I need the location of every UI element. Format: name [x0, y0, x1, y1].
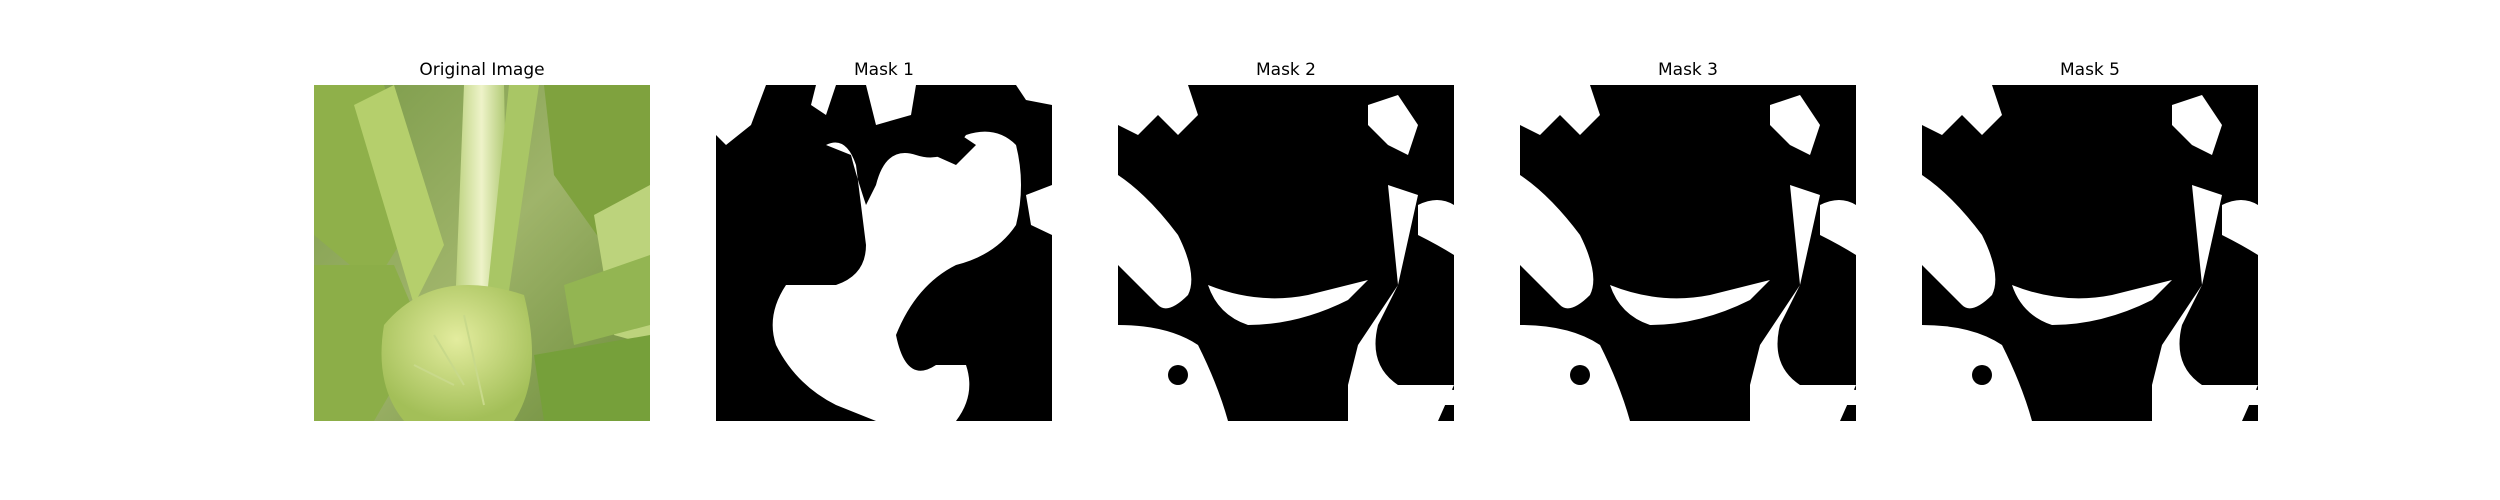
mask-5-image: [1922, 85, 2258, 421]
mask-3-panel: Mask 3: [1520, 0, 1856, 500]
mask-5-panel: Mask 5: [1922, 0, 2258, 500]
mask-2-shape: [1118, 85, 1454, 421]
original-image: [314, 85, 650, 421]
mask-2-panel: Mask 2: [1118, 0, 1454, 500]
panel-title: Mask 3: [1657, 60, 1718, 80]
plant-photo: [314, 85, 650, 421]
original-image-panel: Original Image: [314, 0, 650, 500]
mask-1-image: [716, 85, 1052, 421]
panel-title: Mask 2: [1255, 60, 1316, 80]
panel-title: Mask 1: [853, 60, 914, 80]
mask-3-shape: [1520, 85, 1856, 421]
panel-title: Original Image: [419, 60, 545, 80]
mask-5-shape: [1922, 85, 2258, 421]
mask-3-image: [1520, 85, 1856, 421]
mask-2-image: [1118, 85, 1454, 421]
mask-1-shape: [716, 85, 1052, 421]
mask-1-panel: Mask 1: [716, 0, 1052, 500]
panel-title: Mask 5: [2059, 60, 2120, 80]
